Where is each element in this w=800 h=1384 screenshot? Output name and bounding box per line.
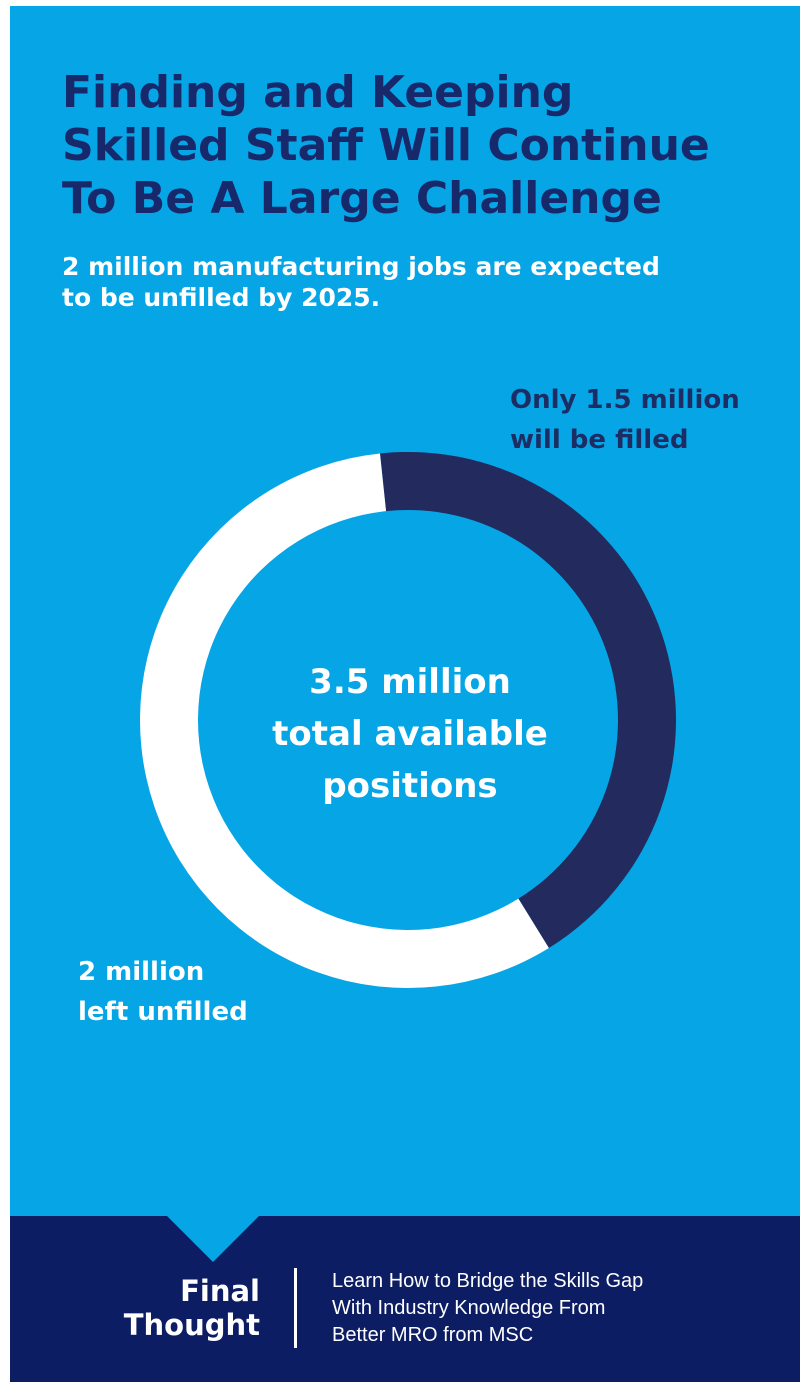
donut-slice-filled [379,452,676,948]
footer-divider [294,1268,297,1348]
slice-label-filled-line-2: will be filled [510,425,689,455]
subtitle: 2 million manufacturing jobs are expecte… [62,251,782,313]
slice-label-filled-line-1: Only 1.5 million [510,385,740,415]
footer-notch-pointer [165,1214,261,1262]
title-line-1: Finding and Keeping [62,67,574,118]
slice-label-filled: Only 1.5 million will be filled [510,380,740,460]
footer-bar [10,1216,800,1382]
slice-label-unfilled: 2 million left unfilled [78,952,248,1032]
center-label-line-2: total available [272,714,548,754]
final-thought-line-2: Thought [123,1308,260,1342]
footer-link-line-2: With Industry Knowledge From [332,1297,606,1319]
title-line-2: Skilled Staff Will Continue [62,120,710,171]
slice-label-unfilled-line-2: left unfilled [78,997,248,1027]
footer-link-line-3: Better MRO from MSC [332,1324,534,1346]
final-thought-line-1: Final [180,1274,260,1308]
infographic-panel: Finding and Keeping Skilled Staff Will C… [10,6,800,1382]
page-title: Finding and Keeping Skilled Staff Will C… [62,66,782,225]
donut-slice-unfilled [139,453,549,989]
center-label-line-1: 3.5 million [309,662,511,702]
slice-label-unfilled-line-1: 2 million [78,957,205,987]
donut-chart [139,452,676,989]
subtitle-line-2: to be unfilled by 2025. [62,283,381,312]
center-label-line-3: positions [322,766,498,806]
donut-center-label: 3.5 million total available positions [210,656,610,812]
footer-cta-link[interactable]: Learn How to Bridge the Skills Gap With … [332,1268,643,1349]
final-thought-heading: Final Thought [70,1274,260,1342]
subtitle-line-1: 2 million manufacturing jobs are expecte… [62,252,660,281]
footer-link-line-1: Learn How to Bridge the Skills Gap [332,1270,644,1292]
title-line-3: To Be A Large Challenge [62,173,662,224]
